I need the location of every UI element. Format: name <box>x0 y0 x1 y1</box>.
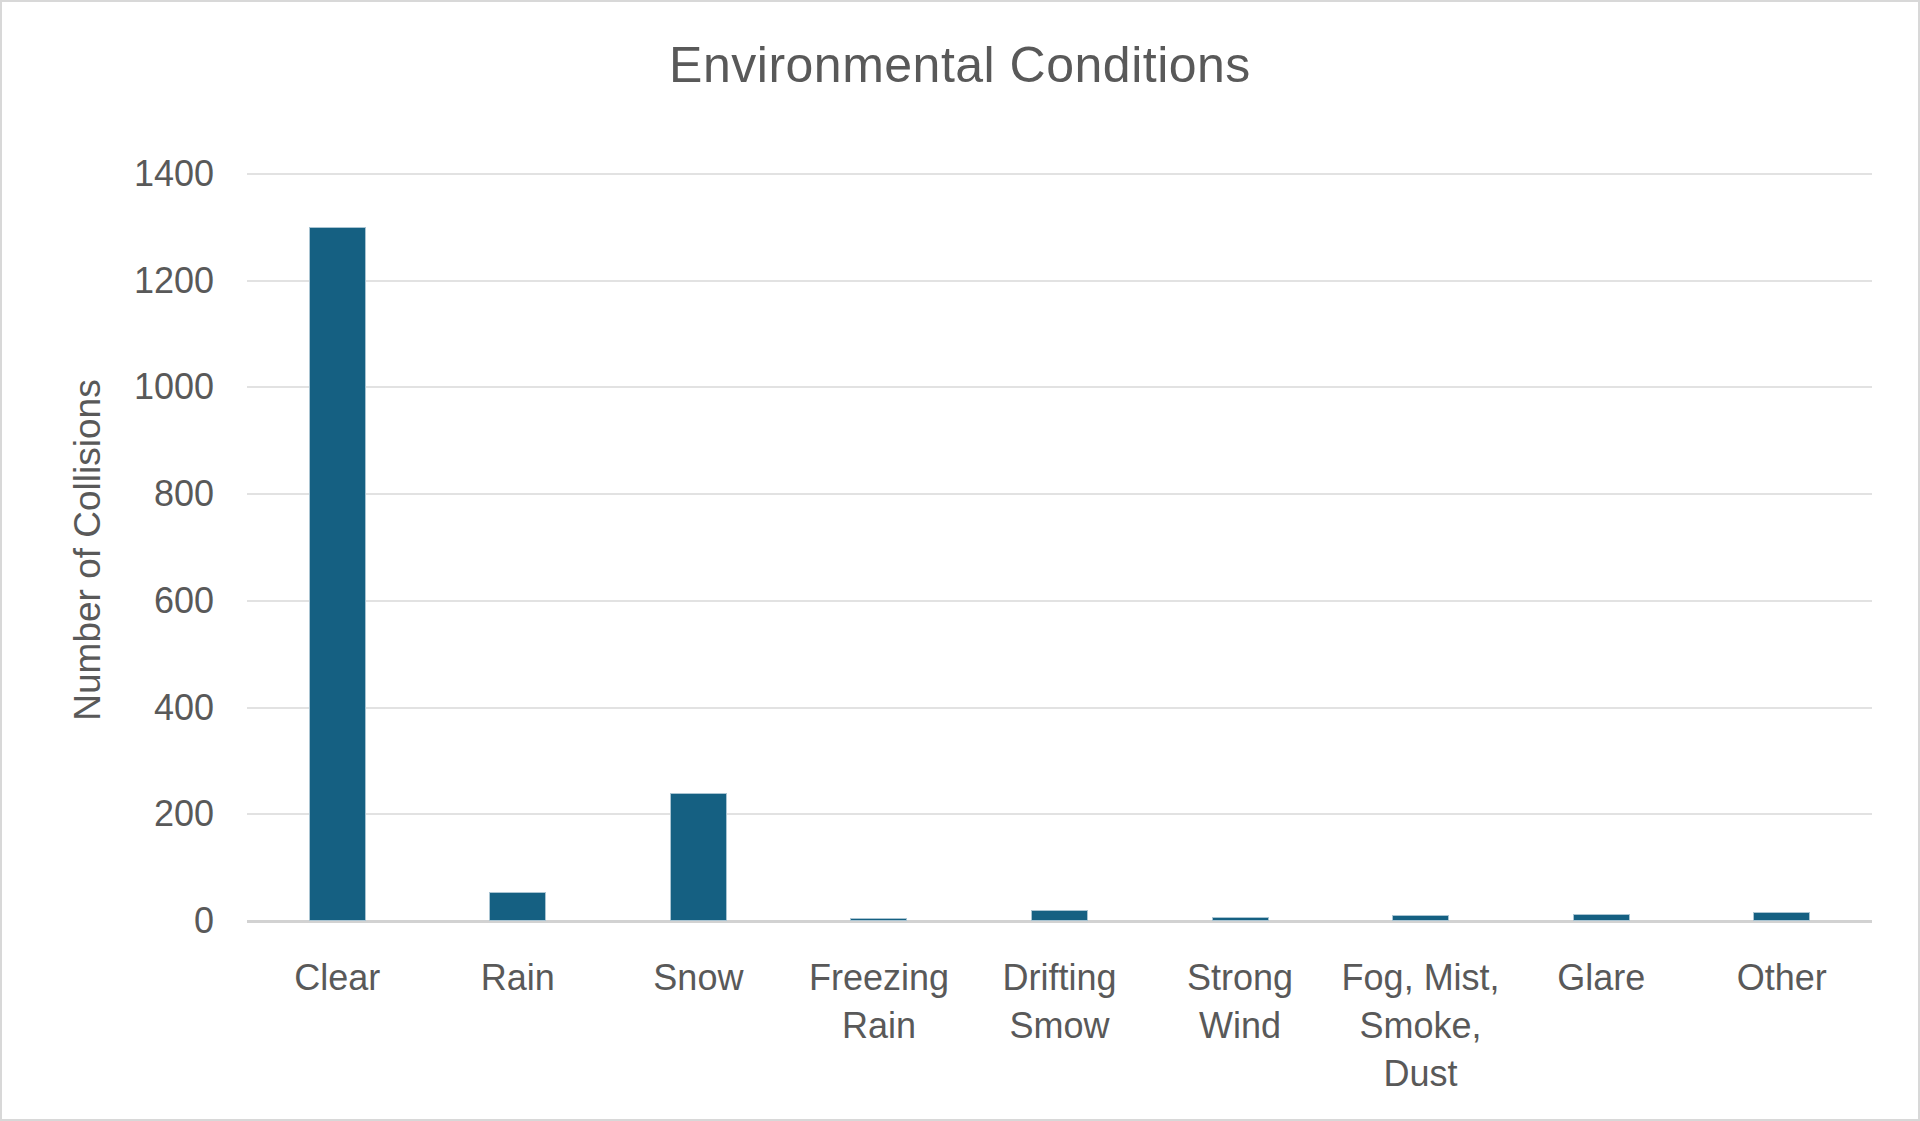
category-label: Strong Wind <box>1148 954 1332 1050</box>
gridline <box>247 600 1872 602</box>
category-label: Other <box>1690 954 1874 1002</box>
gridline <box>247 813 1872 815</box>
bar <box>1573 914 1630 921</box>
bar <box>1031 910 1088 921</box>
gridline <box>247 493 1872 495</box>
category-label: Fog, Mist, Smoke, Dust <box>1329 954 1513 1098</box>
chart-title: Environmental Conditions <box>2 36 1918 94</box>
gridline <box>247 173 1872 175</box>
plot-area <box>247 174 1872 921</box>
bar <box>670 793 727 921</box>
y-tick-label: 400 <box>2 687 214 729</box>
bar <box>1392 915 1449 921</box>
category-label: Glare <box>1509 954 1693 1002</box>
category-label: Snow <box>606 954 790 1002</box>
category-label: Freezing Rain <box>787 954 971 1050</box>
bar <box>1212 917 1269 921</box>
bar <box>489 892 546 921</box>
category-label: Drifting Smow <box>968 954 1152 1050</box>
y-tick-label: 1200 <box>2 260 214 302</box>
y-tick-label: 1000 <box>2 366 214 408</box>
chart-canvas: Environmental Conditions Number of Colli… <box>0 0 1920 1121</box>
category-label: Rain <box>426 954 610 1002</box>
y-tick-label: 600 <box>2 580 214 622</box>
bar <box>850 918 907 921</box>
gridline <box>247 280 1872 282</box>
y-tick-label: 200 <box>2 793 214 835</box>
gridline <box>247 386 1872 388</box>
y-tick-label: 800 <box>2 473 214 515</box>
category-label: Clear <box>245 954 429 1002</box>
y-tick-label: 1400 <box>2 153 214 195</box>
bar <box>309 227 366 921</box>
y-tick-label: 0 <box>2 900 214 942</box>
bar <box>1753 912 1810 921</box>
gridline <box>247 707 1872 709</box>
